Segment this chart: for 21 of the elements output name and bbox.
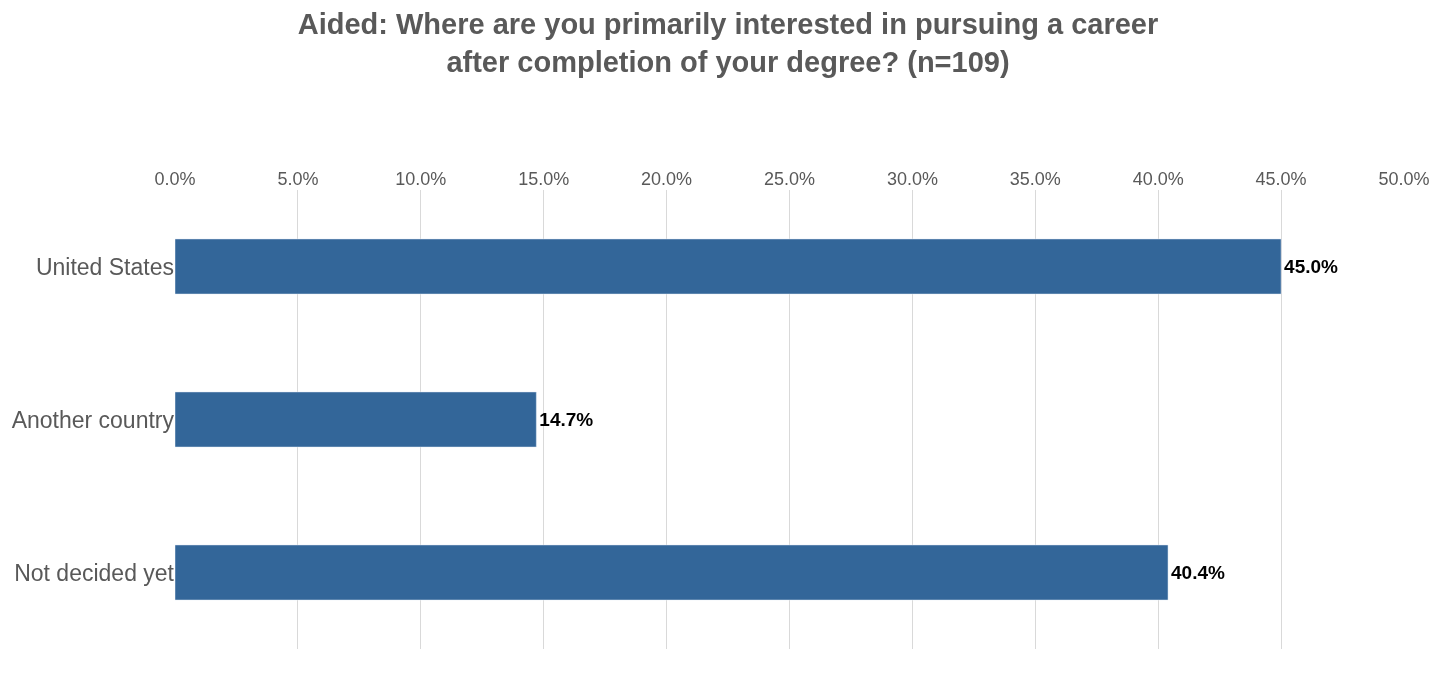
bar	[175, 544, 1169, 601]
data-label: 45.0%	[1284, 256, 1339, 277]
data-label: 14.7%	[539, 409, 594, 430]
x-tick-label: 20.0%	[641, 169, 693, 190]
y-tick-label: Not decided yet	[14, 559, 175, 586]
chart-title: Aided: Where are you primarily interested in pursuing a career after completion of your degree? (n=109)	[297, 7, 1159, 78]
x-tick-label: 30.0%	[886, 169, 938, 190]
y-tick-label: Another country	[11, 406, 175, 433]
y-tick-label: United States	[35, 253, 174, 280]
bar	[175, 391, 537, 448]
x-tick-label: 5.0%	[277, 169, 319, 190]
x-tick-label: 40.0%	[1132, 169, 1184, 190]
x-tick-label: 10.0%	[395, 169, 447, 190]
x-tick-label: 50.0%	[1378, 169, 1430, 190]
x-tick-label: 15.0%	[518, 169, 570, 190]
x-tick-label: 0.0%	[154, 169, 196, 190]
x-tick-label: 25.0%	[763, 169, 816, 190]
data-label: 40.4%	[1171, 562, 1226, 583]
bar	[175, 238, 1282, 295]
x-tick-label: 45.0%	[1255, 169, 1307, 190]
x-tick-label: 35.0%	[1009, 169, 1061, 190]
